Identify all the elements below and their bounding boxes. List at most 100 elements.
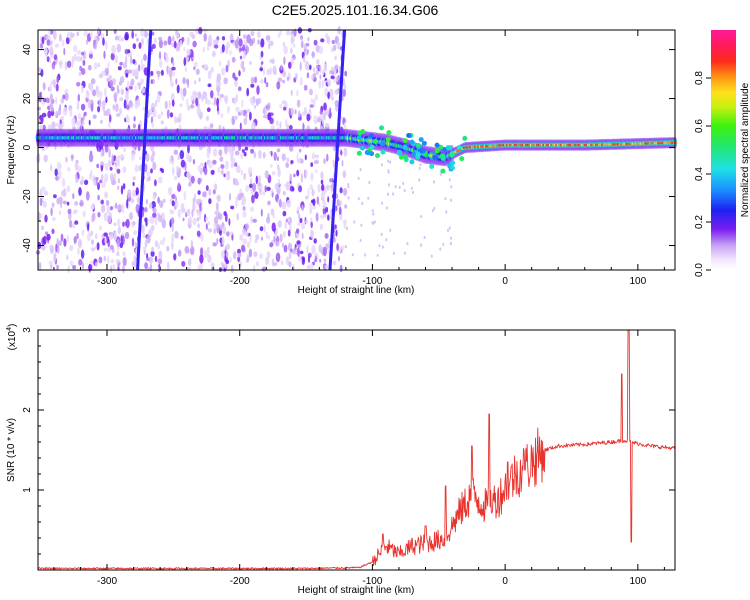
colorbar-tick-label: 0.4 [694,167,705,181]
spectrogram-noise-cell [55,97,58,105]
y-tick-label: -40 [22,238,33,253]
spectrogram-noise-cell [151,200,156,209]
spectrogram-noise-cell [133,255,136,264]
spectrogram-noise-cell [296,206,300,212]
spectrogram-noise-cell [324,233,329,239]
spectrogram-noise-cell [111,44,116,54]
spectrogram-noise-cell [98,256,103,264]
spectrogram-noise-cell [300,76,303,87]
spectrogram-noise-cell [197,264,201,271]
spectrogram-noise-cell [278,198,282,208]
spectrogram-noise-cell [122,256,127,267]
spectrogram-noise-cell [77,93,81,102]
spectrogram-noise-cell [202,46,205,53]
spectrogram-noise-cell [183,46,186,52]
spectrogram-noise-cell [100,164,104,172]
spectrogram-noise-cell [404,251,406,255]
spectrogram-noise-cell [80,103,86,111]
spectrogram-noise-cell [134,241,137,248]
x-tick-label: 100 [629,576,646,587]
spectrogram-noise-cell [173,116,178,124]
spectrogram-noise-cell [311,244,316,255]
spectrogram-noise-cell [325,206,329,213]
spectrogram-noise-cell [298,213,301,220]
spectrogram-noise-cell [77,166,82,172]
spectrogram-noise-cell [94,245,97,250]
spectrogram-noise-cell [262,151,266,159]
spectrogram-noise-cell [204,161,207,169]
spectrogram-noise-cell [106,205,111,214]
spectrogram-noise-cell [420,214,423,219]
spectrogram-noise-cell [212,50,216,58]
x-tick-label: -100 [362,276,382,287]
spectrogram-noise-cell [220,169,224,175]
spectrogram-noise-cell [330,75,335,80]
spectrogram-noise-cell [237,252,242,258]
spectrogram-noise-cell [105,162,108,171]
spectrogram-noise-cell [392,192,395,196]
spectrogram-noise-cell [150,102,156,112]
spectrogram-noise-cell [380,163,383,167]
spectrogram-noise-cell [269,66,272,76]
spectrogram-streak [136,29,153,271]
spectrogram-noise-cell [150,145,155,152]
spectrogram-noise-cell [67,265,71,274]
spectrogram-noise-cell [110,259,115,264]
spectrogram-noise-cell [178,113,182,120]
spectrogram-noise-cell [157,258,163,265]
spectrogram-noise-cell [250,206,255,212]
spectrogram-noise-cell [69,219,73,228]
spectrogram-noise-cell [97,182,100,191]
spectrogram-noise-cell [81,51,85,56]
spectrogram-scatter-cell [442,147,447,152]
spectrogram-noise-cell [341,160,344,167]
spectrogram-noise-cell [276,148,281,153]
spectrogram-noise-cell [236,165,241,174]
spectrogram-noise-cell [307,255,311,263]
spectrogram-noise-cell [76,56,81,62]
spectrogram-noise-cell [381,245,384,249]
spectrogram-noise-cell [255,261,259,267]
spectrogram-noise-cell [131,260,135,268]
spectrogram-noise-cell [225,44,229,55]
spectrogram-noise-cell [449,242,452,246]
spectrogram-noise-cell [301,232,304,240]
spectrogram-noise-cell [213,227,217,235]
spectrogram-noise-cell [102,37,105,46]
spectrogram-noise-cell [237,256,241,263]
spectrogram-noise-cell [175,42,181,52]
spectrogram-noise-cell [71,154,74,162]
spectrogram-noise-cell [130,55,133,65]
spectrogram-noise-cell [147,175,151,182]
spectrogram-noise-cell [392,251,395,255]
spectrogram-noise-cell [394,185,397,189]
spectrogram-noise-cell [66,185,71,193]
spectrogram-noise-cell [41,36,45,45]
spectrogram-noise-cell [330,96,334,101]
spectrogram-scatter-cell [456,145,462,151]
spectrogram-noise-cell [74,220,79,225]
spectrogram-noise-cell [88,264,93,272]
spectrogram-noise-cell [259,67,263,72]
spectrogram-scatter-cell [372,139,378,144]
spectrogram-noise-cell [46,56,50,63]
spectrogram-scatter-cell [411,151,417,157]
spectrogram-noise-cell [197,91,202,100]
spectrogram-noise-cell [87,64,92,71]
spectrogram-noise-cell [285,162,290,168]
colorbar-tick-label: 0.2 [694,215,705,229]
spectrogram-noise-cell [190,175,195,184]
spectrogram-noise-cell [169,209,173,214]
spectrogram-noise-cell [342,170,347,178]
spectrogram-noise-cell [127,49,131,54]
spectrogram-noise-cell [184,66,187,73]
spectrogram-noise-cell [171,193,176,200]
spectrogram-noise-cell [198,26,203,35]
spectrogram-noise-cell [331,39,335,45]
spectrogram-noise-cell [180,159,186,168]
spectrogram-noise-cell [92,114,97,119]
spectrogram-noise-cell [190,104,195,109]
spectrogram-noise-cell [116,238,120,248]
